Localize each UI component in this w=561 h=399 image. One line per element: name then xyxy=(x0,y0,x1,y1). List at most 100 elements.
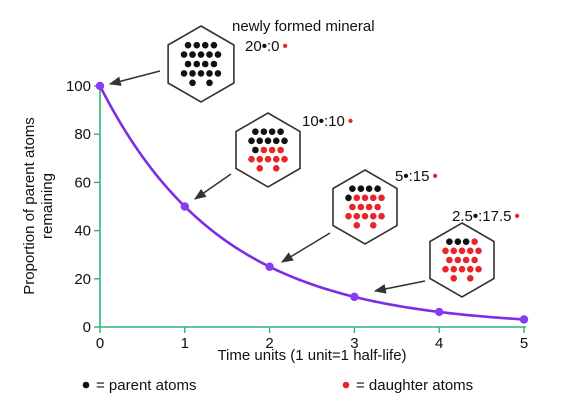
ratio-parent-value: 10 xyxy=(302,113,319,130)
annotation-arrow xyxy=(194,173,232,200)
ratio-parent-dot: • xyxy=(473,208,478,225)
parent-atom-dot xyxy=(264,137,272,145)
daughter-atom-dot xyxy=(361,212,369,220)
ratio-parent-dot: • xyxy=(262,38,267,55)
data-point-2 xyxy=(265,262,274,271)
parent-atom-dot xyxy=(268,128,276,135)
ratio-daughter-value: 10 xyxy=(328,113,345,130)
parent-atom-dot xyxy=(281,137,288,145)
data-point-5 xyxy=(519,315,529,324)
daughter-atom-dot xyxy=(471,256,478,264)
daughter-atom-dot xyxy=(369,222,377,229)
y-axis-label-line-1: Proportion of parent atoms xyxy=(21,117,38,295)
ratio-daughter-dot: • xyxy=(348,113,353,130)
annotation-arrow xyxy=(373,280,426,294)
y-tick-label: 40 xyxy=(74,223,91,240)
ratio-daughter-dot: • xyxy=(515,208,520,225)
daughter-atom-dot xyxy=(256,155,264,163)
daughter-atom-dot xyxy=(475,265,482,273)
y-tick-label: 0 xyxy=(83,319,91,336)
daughter-atom-dot xyxy=(466,265,474,273)
daughter-atom-dot xyxy=(272,165,280,172)
x-tick-label: 2 xyxy=(265,335,273,352)
ratio-label: 20•:0 • xyxy=(245,38,288,55)
ratio-label: 10•:10 • xyxy=(302,113,353,130)
ratio-label: 2.5•:17.5 • xyxy=(452,208,520,225)
legend-item-0: = parent atoms xyxy=(82,377,196,394)
y-axis-label: Proportion of parent atomsremaining xyxy=(21,117,56,295)
parent-atom-dot xyxy=(210,60,218,68)
daughter-atom-dot xyxy=(268,146,276,154)
daughter-atom-dot xyxy=(369,212,377,220)
parent-atom-dot xyxy=(454,238,462,245)
daughter-atom-dot xyxy=(277,146,284,154)
daughter-atom-dot xyxy=(248,155,255,163)
parent-atom-dot xyxy=(197,51,205,58)
parent-atom-dot xyxy=(189,51,196,58)
daughter-atom-dot xyxy=(361,194,369,202)
parent-atom-dot xyxy=(252,128,259,135)
mineral-annotation-1: 10•:10 • xyxy=(194,112,353,200)
mineral-annotation-2: 5•:15 • xyxy=(280,168,438,263)
ratio-daughter-dot: • xyxy=(282,38,287,55)
daughter-atom-dot xyxy=(365,203,373,211)
parent-atom-dot xyxy=(260,128,268,135)
daughter-atom-dot xyxy=(454,256,462,264)
ratio-parent-value: 20 xyxy=(245,38,262,55)
x-tick-label: 0 xyxy=(96,335,104,352)
ratio-label: 5•:15 • xyxy=(395,168,438,185)
data-point-1 xyxy=(180,202,189,211)
parent-atom-dot xyxy=(180,51,188,58)
y-tick-label: 80 xyxy=(74,126,91,143)
parent-atom-dot xyxy=(193,41,201,49)
daughter-atom-dot xyxy=(378,212,385,220)
x-tick-label: 1 xyxy=(181,335,189,352)
y-tick-label: 60 xyxy=(74,174,91,191)
parent-atom-dot xyxy=(210,41,218,49)
mineral-hexagon xyxy=(235,112,301,188)
parent-atom-dot xyxy=(201,60,209,68)
daughter-atom-dot xyxy=(475,247,482,255)
parent-atom-dot xyxy=(256,137,264,145)
daughter-atom-dot xyxy=(442,265,449,273)
data-point-4 xyxy=(435,307,444,317)
parent-atom-dot xyxy=(446,238,453,245)
parent-atom-dot xyxy=(197,70,205,77)
parent-atom-dot xyxy=(357,185,365,192)
ratio-separator: : xyxy=(324,113,328,130)
daughter-atom-dot xyxy=(260,146,268,154)
x-axis-label: Time units (1 unit=1 half-life) xyxy=(217,347,406,364)
ratio-parent-value: 2.5 xyxy=(452,208,473,225)
parent-atom-dot xyxy=(374,185,381,192)
parent-atom-dot xyxy=(349,185,356,192)
annotation-arrow xyxy=(108,70,161,86)
daughter-atom-dot xyxy=(458,247,466,255)
x-tick-label: 5 xyxy=(520,335,528,352)
daughter-atom-dot xyxy=(462,256,470,264)
y-tick-label: 20 xyxy=(74,271,91,288)
daughter-atom-dot xyxy=(471,238,478,245)
daughter-atom-dot xyxy=(353,212,361,220)
ratio-parent-dot: • xyxy=(403,168,408,185)
x-tick-label: 3 xyxy=(350,335,358,352)
daughter-atom-dot xyxy=(256,165,264,172)
parent-atom-dot xyxy=(193,60,201,68)
parent-atom-dot xyxy=(248,137,255,145)
ratio-separator: : xyxy=(409,168,413,185)
parent-atom-dot xyxy=(180,70,188,77)
daughter-atom-dot xyxy=(281,155,288,163)
data-point-3 xyxy=(350,292,359,302)
parent-atom-dot xyxy=(214,51,222,58)
daughter-atom-dot xyxy=(353,222,361,229)
ratio-daughter-value: 0 xyxy=(271,38,279,55)
mineral-hexagon xyxy=(167,25,235,103)
decay-curve xyxy=(98,85,525,321)
ratio-separator: : xyxy=(267,38,271,55)
ratio-separator: : xyxy=(478,208,482,225)
x-tick-label: 4 xyxy=(435,335,443,352)
parent-atom-dot xyxy=(189,79,196,87)
daughter-atom-dot xyxy=(446,256,453,264)
daughter-atom-dot xyxy=(264,155,272,163)
ratio-daughter-value: 17.5 xyxy=(482,208,511,225)
